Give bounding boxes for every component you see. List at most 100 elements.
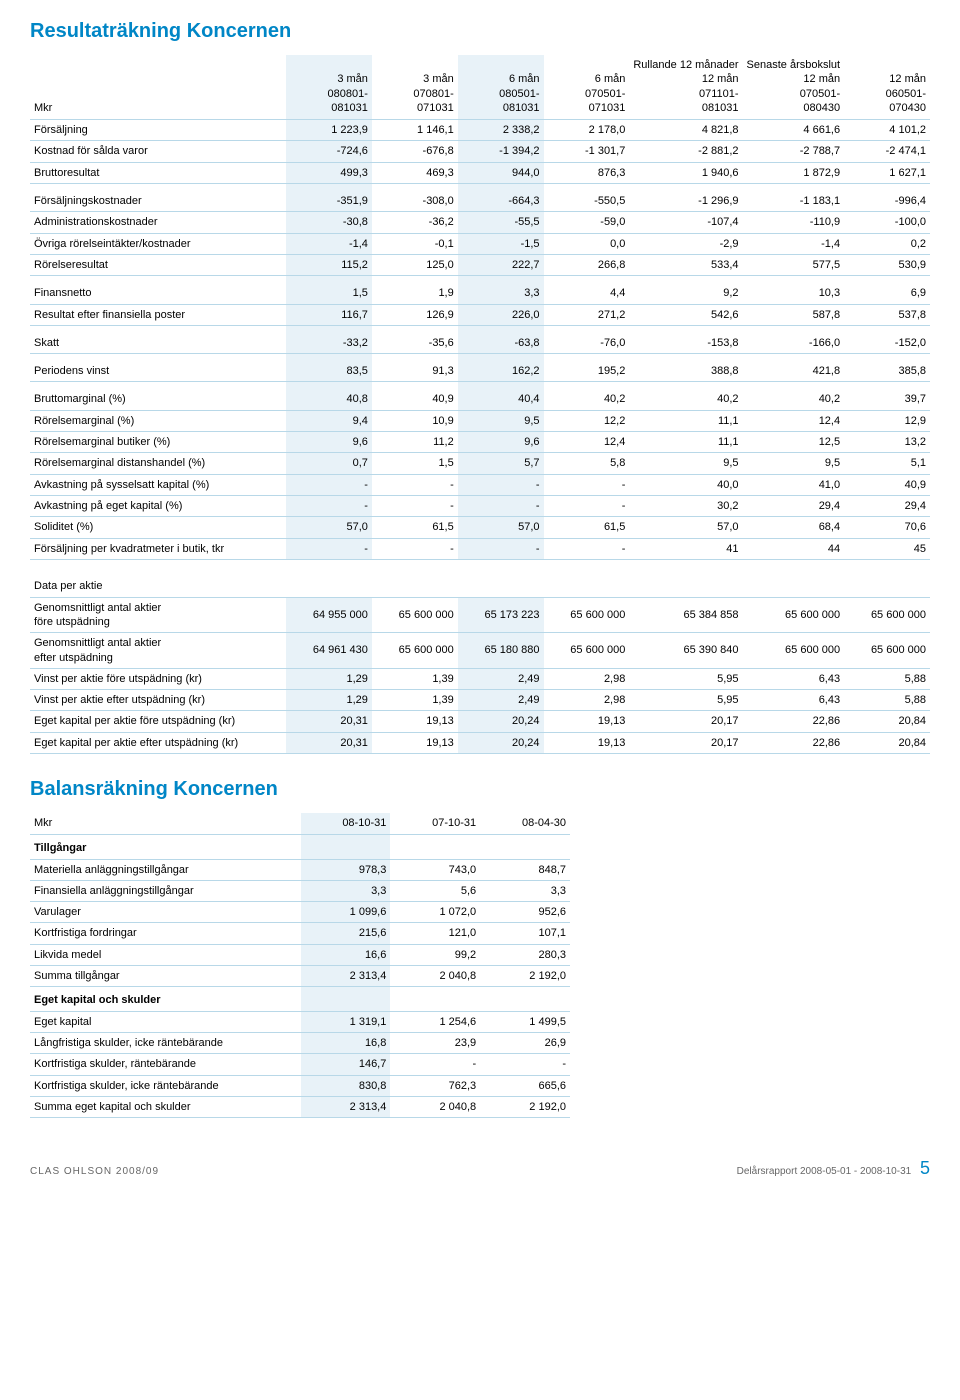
cell: 19,13	[372, 732, 458, 753]
cell: 4 101,2	[844, 120, 930, 141]
balance-thead: Mkr08-10-3107-10-3108-04-30	[30, 813, 570, 835]
cell: 65 600 000	[844, 597, 930, 633]
cell: 1 223,9	[286, 120, 372, 141]
balance-col-header: 08-10-31	[301, 813, 391, 835]
cell: 40,0	[629, 474, 742, 495]
page-footer: CLAS OHLSON 2008/09 Delårsrapport 2008-0…	[30, 1158, 930, 1179]
cell: 29,4	[743, 495, 845, 516]
cell: 222,7	[458, 254, 544, 275]
cell: -59,0	[544, 212, 630, 233]
cell: 16,8	[301, 1032, 391, 1053]
row-label: Bruttoresultat	[30, 162, 286, 183]
cell: 215,6	[301, 923, 391, 944]
cell: 20,31	[286, 732, 372, 753]
cell: 162,2	[458, 354, 544, 382]
cell: 2,98	[544, 690, 630, 711]
cell: -	[372, 474, 458, 495]
cell: 1 627,1	[844, 162, 930, 183]
cell: 40,9	[372, 382, 458, 410]
cell: -	[544, 474, 630, 495]
cell: 91,3	[372, 354, 458, 382]
cell: -152,0	[844, 325, 930, 353]
cell: 762,3	[390, 1075, 480, 1096]
table-row: Finansiella anläggningstillgångar3,35,63…	[30, 880, 570, 901]
cell: 9,5	[629, 453, 742, 474]
cell: 2 192,0	[480, 966, 570, 987]
cell: 530,9	[844, 254, 930, 275]
cell: 121,0	[390, 923, 480, 944]
row-label: Genomsnittligt antal aktierföre utspädni…	[30, 597, 286, 633]
cell: 385,8	[844, 354, 930, 382]
cell: -107,4	[629, 212, 742, 233]
cell: 65 600 000	[372, 597, 458, 633]
table-row: Rörelsemarginal distanshandel (%)0,71,55…	[30, 453, 930, 474]
cell: 6,43	[743, 690, 845, 711]
cell: 146,7	[301, 1054, 391, 1075]
cell: -1 296,9	[629, 184, 742, 212]
income-col-header: 3 mån070801-071031	[372, 55, 458, 120]
balance-col-header: 07-10-31	[390, 813, 480, 835]
cell: 3,3	[458, 276, 544, 304]
cell: 115,2	[286, 254, 372, 275]
row-label: Långfristiga skulder, icke räntebärande	[30, 1032, 301, 1053]
cell: 2 313,4	[301, 1096, 391, 1117]
cell: 65 600 000	[544, 633, 630, 669]
cell: -110,9	[743, 212, 845, 233]
table-row: Genomsnittligt antal aktierföre utspädni…	[30, 597, 930, 633]
table-row: Långfristiga skulder, icke räntebärande1…	[30, 1032, 570, 1053]
cell: 19,13	[544, 732, 630, 753]
table-row: Vinst per aktie före utspädning (kr)1,29…	[30, 668, 930, 689]
cell: -	[458, 538, 544, 559]
cell: -	[372, 495, 458, 516]
cell: 19,13	[372, 711, 458, 732]
row-label: Försäljning per kvadratmeter i butik, tk…	[30, 538, 286, 559]
cell: 41,0	[743, 474, 845, 495]
table-row: Kortfristiga skulder, räntebärande146,7-…	[30, 1054, 570, 1075]
cell: 65 384 858	[629, 597, 742, 633]
table-row: Eget kapital1 319,11 254,61 499,5	[30, 1011, 570, 1032]
row-label: Resultat efter finansiella poster	[30, 304, 286, 325]
cell: 12,4	[544, 432, 630, 453]
cell: 848,7	[480, 859, 570, 880]
income-col-header: Senaste årsbokslut12 mån070501-080430	[743, 55, 845, 120]
share-section-label: Data per aktie	[30, 569, 930, 597]
cell: 5,95	[629, 668, 742, 689]
cell: 577,5	[743, 254, 845, 275]
cell: -	[286, 495, 372, 516]
cell: 68,4	[743, 517, 845, 538]
cell: 830,8	[301, 1075, 391, 1096]
table-row: Rörelsemarginal butiker (%)9,611,29,612,…	[30, 432, 930, 453]
row-label: Eget kapital	[30, 1011, 301, 1032]
cell: -996,4	[844, 184, 930, 212]
income-col-header: 6 mån080501-081031	[458, 55, 544, 120]
cell: -153,8	[629, 325, 742, 353]
cell: -166,0	[743, 325, 845, 353]
cell: 19,13	[544, 711, 630, 732]
table-row: Rörelsemarginal (%)9,410,99,512,211,112,…	[30, 410, 930, 431]
cell: -	[286, 474, 372, 495]
cell: 876,3	[544, 162, 630, 183]
cell: 116,7	[286, 304, 372, 325]
cell: 20,17	[629, 732, 742, 753]
cell: -1 301,7	[544, 141, 630, 162]
cell: 9,4	[286, 410, 372, 431]
row-label: Genomsnittligt antal aktierefter utspädn…	[30, 633, 286, 669]
cell: -100,0	[844, 212, 930, 233]
balance-section-label: Eget kapital och skulder	[30, 987, 301, 1011]
cell: 70,6	[844, 517, 930, 538]
row-label: Kostnad för sålda varor	[30, 141, 286, 162]
cell: 5,6	[390, 880, 480, 901]
cell: 1,29	[286, 690, 372, 711]
table-row: Summa eget kapital och skulder2 313,42 0…	[30, 1096, 570, 1117]
cell: 9,5	[743, 453, 845, 474]
cell: -308,0	[372, 184, 458, 212]
cell: -351,9	[286, 184, 372, 212]
table-row: Administrationskostnader-30,8-36,2-55,5-…	[30, 212, 930, 233]
row-label: Kortfristiga skulder, räntebärande	[30, 1054, 301, 1075]
row-label: Vinst per aktie före utspädning (kr)	[30, 668, 286, 689]
cell: -36,2	[372, 212, 458, 233]
row-label: Rörelseresultat	[30, 254, 286, 275]
cell: 1 254,6	[390, 1011, 480, 1032]
cell: 271,2	[544, 304, 630, 325]
income-col-header: Rullande 12 månader12 mån071101-081031	[629, 55, 742, 120]
